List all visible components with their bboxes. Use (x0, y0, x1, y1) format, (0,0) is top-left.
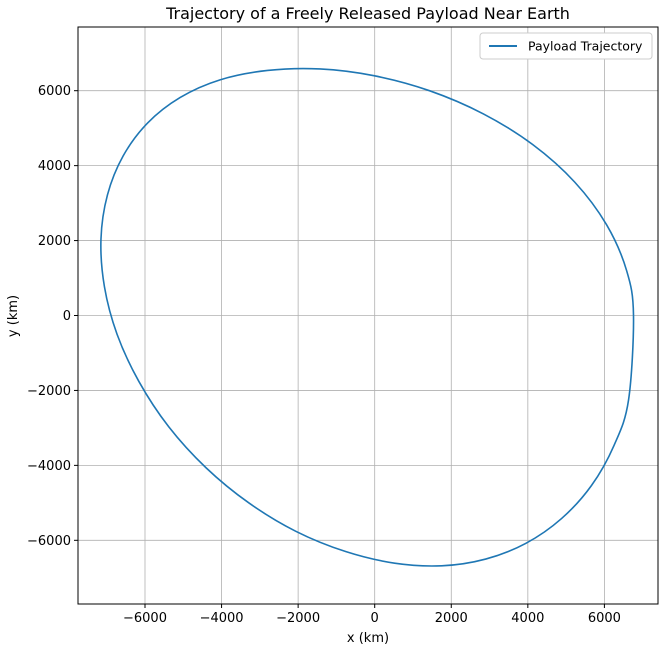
y-tick-label: 6000 (38, 84, 71, 99)
x-tick-label: −2000 (276, 611, 320, 626)
x-tick-label: 6000 (588, 611, 621, 626)
series-layer (100, 67, 635, 567)
x-tick-label: 2000 (435, 611, 468, 626)
series-line-payload-trajectory (100, 67, 635, 567)
y-tick-label: −4000 (27, 459, 71, 474)
grid-lines (78, 27, 658, 604)
y-tick-label: −2000 (27, 384, 71, 399)
chart-title: Trajectory of a Freely Released Payload … (165, 4, 570, 23)
y-tick-label: 2000 (38, 234, 71, 249)
y-tick-label: 0 (63, 309, 71, 324)
legend-box (479, 32, 653, 60)
x-tick-label: 0 (371, 611, 379, 626)
y-axis-label: y (km) (6, 295, 21, 337)
x-axis-label: x (km) (347, 631, 389, 646)
x-tick-label: −4000 (200, 611, 244, 626)
x-tick-label: 4000 (511, 611, 544, 626)
x-tick-label: −6000 (123, 611, 167, 626)
y-tick-label: −6000 (27, 534, 71, 549)
y-tick-label: 4000 (38, 159, 71, 174)
axis-ticks: −6000 −4000 −2000 0 2000 4000 6000 −6000 −4000 −2… (27, 84, 621, 626)
legend-label: Payload Trajectory (528, 39, 643, 54)
legend: Payload Trajectory (479, 32, 653, 60)
